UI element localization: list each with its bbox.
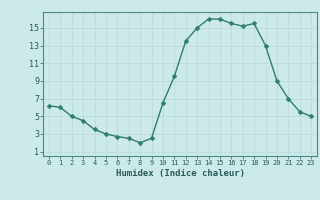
X-axis label: Humidex (Indice chaleur): Humidex (Indice chaleur) [116, 169, 244, 178]
